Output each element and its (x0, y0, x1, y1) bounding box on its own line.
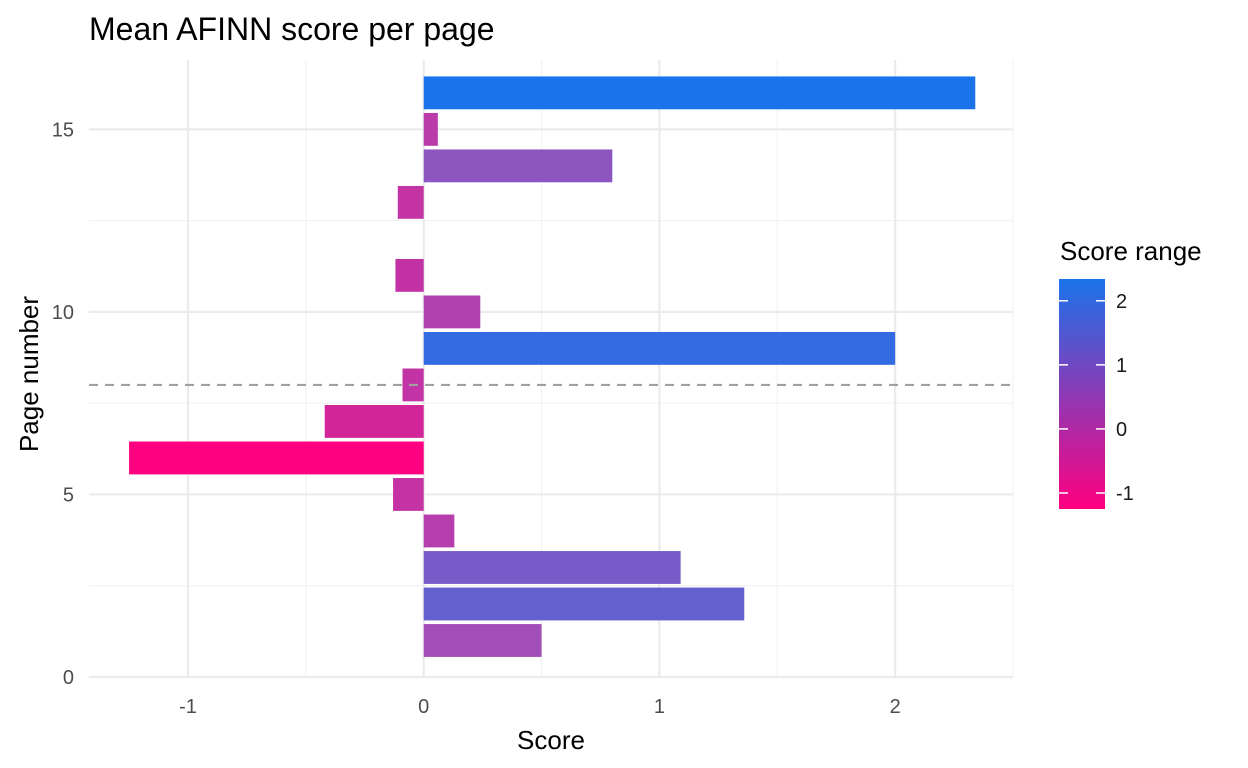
bar-page-11 (395, 258, 424, 292)
legend-colorbar (1059, 279, 1105, 509)
legend-tick-label: 2 (1116, 291, 1127, 313)
bar-page-16 (423, 76, 976, 110)
bars (129, 76, 976, 657)
y-tick-label: 0 (63, 667, 74, 689)
legend-tick-label: 1 (1116, 355, 1127, 377)
bar-page-6 (129, 441, 424, 475)
legend-ticks: 2 1 0 -1 (1059, 291, 1134, 505)
x-tick-label: 1 (654, 696, 665, 718)
bar-page-14 (423, 149, 613, 183)
bar-page-13 (397, 185, 424, 219)
legend-tick-label: -1 (1116, 483, 1134, 505)
bar-page-5 (393, 478, 424, 511)
y-tick-label: 10 (52, 302, 74, 324)
y-tick-label: 15 (52, 119, 74, 141)
x-axis-ticks: -1 0 1 2 (179, 696, 901, 718)
bar-page-1 (423, 624, 542, 657)
bar-page-4 (423, 514, 455, 548)
legend: Score range 2 1 0 -1 (1059, 236, 1202, 509)
y-axis-title: Page number (14, 296, 44, 452)
bar-page-15 (423, 112, 438, 146)
bar-page-10 (423, 295, 481, 329)
bar-page-9 (423, 331, 896, 365)
y-tick-label: 5 (63, 484, 74, 506)
x-tick-label: 0 (418, 696, 429, 718)
x-axis-title: Score (517, 725, 585, 755)
y-axis-ticks: 0 5 10 15 (52, 119, 74, 689)
chart-title: Mean AFINN score per page (89, 11, 495, 47)
bar-page-7 (324, 405, 424, 438)
grid (89, 60, 1014, 679)
legend-tick-label: 0 (1116, 419, 1127, 441)
legend-title: Score range (1060, 236, 1202, 266)
bar-page-2 (423, 587, 745, 621)
bar-page-3 (423, 551, 681, 584)
x-tick-label: -1 (179, 696, 197, 718)
x-tick-label: 2 (890, 696, 901, 718)
